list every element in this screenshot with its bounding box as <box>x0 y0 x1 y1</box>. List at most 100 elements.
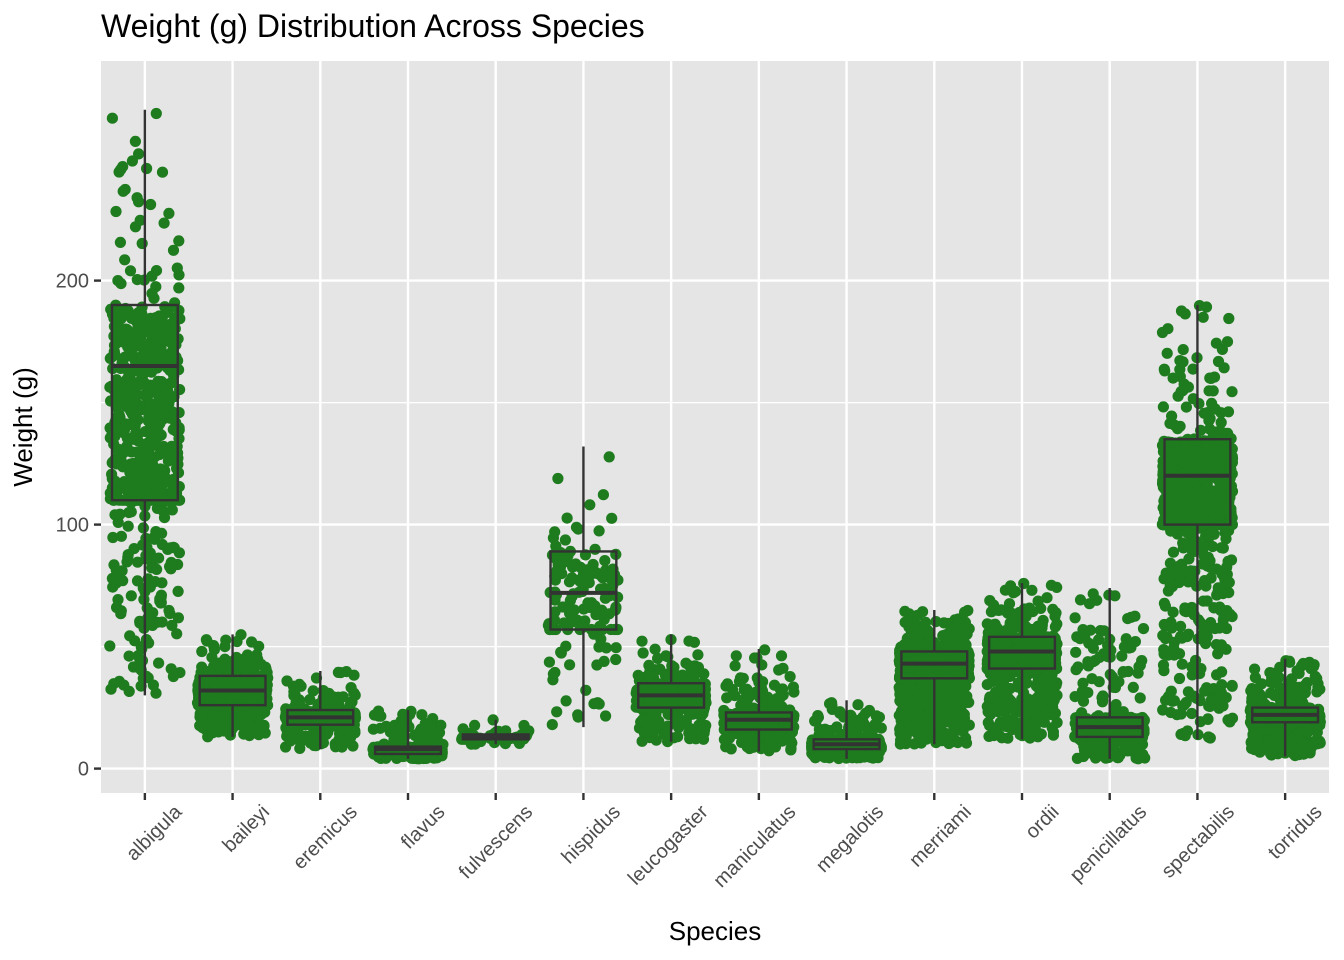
data-point <box>231 635 243 648</box>
data-point <box>196 661 208 673</box>
data-point <box>849 714 861 726</box>
data-point <box>692 649 704 661</box>
data-point <box>145 418 157 430</box>
data-point <box>129 135 141 147</box>
data-point <box>146 619 159 632</box>
data-point <box>156 489 168 502</box>
data-point <box>547 532 560 544</box>
chart-title: Weight (g) Distribution Across Species <box>101 8 645 44</box>
data-point <box>197 716 209 728</box>
data-point <box>560 640 572 652</box>
data-point <box>106 112 118 124</box>
data-point <box>551 706 563 718</box>
data-point <box>144 427 156 439</box>
data-point <box>718 733 731 746</box>
data-point <box>220 634 232 646</box>
data-point <box>236 655 248 667</box>
data-point <box>597 489 610 501</box>
data-point <box>163 207 175 219</box>
data-point <box>546 719 558 731</box>
data-point <box>721 678 734 690</box>
data-point <box>125 590 137 602</box>
data-point <box>787 681 800 693</box>
data-point <box>570 521 583 533</box>
data-point <box>137 582 149 594</box>
data-point <box>558 617 570 629</box>
data-point <box>598 655 610 668</box>
data-point <box>115 278 127 290</box>
data-point <box>137 350 149 362</box>
data-point <box>684 722 696 734</box>
data-point <box>580 684 592 696</box>
data-point <box>610 642 622 654</box>
data-point <box>588 698 600 710</box>
data-point <box>155 589 167 601</box>
data-point <box>145 437 157 449</box>
data-point <box>560 695 572 707</box>
data-point <box>165 556 177 569</box>
data-point <box>852 699 864 711</box>
data-point <box>155 352 167 364</box>
data-point <box>242 713 254 726</box>
data-point <box>610 653 622 666</box>
data-point <box>603 451 615 463</box>
data-point <box>642 727 654 739</box>
data-point <box>200 634 212 646</box>
data-point <box>599 555 611 567</box>
data-point <box>652 652 664 665</box>
data-point <box>156 527 168 540</box>
data-point <box>729 660 741 672</box>
data-point <box>593 525 605 537</box>
data-point <box>214 697 226 709</box>
data-point <box>744 689 756 701</box>
data-point <box>113 389 125 401</box>
data-point <box>135 332 147 344</box>
data-point <box>824 698 836 710</box>
data-point <box>388 734 400 746</box>
data-point <box>123 685 135 698</box>
data-point <box>552 472 564 485</box>
data-point <box>155 378 167 390</box>
data-point <box>587 558 599 571</box>
data-point <box>146 287 158 300</box>
data-point <box>145 198 157 211</box>
data-point <box>816 726 829 738</box>
data-point <box>157 505 170 517</box>
data-point <box>469 719 481 732</box>
data-point <box>144 610 156 622</box>
data-point <box>650 696 663 708</box>
data-point <box>721 692 733 704</box>
data-point <box>295 680 307 692</box>
data-point <box>128 463 140 475</box>
data-point <box>299 733 311 745</box>
data-point <box>125 497 137 509</box>
data-point <box>104 640 116 652</box>
data-point <box>147 679 159 691</box>
data-point <box>117 185 129 197</box>
data-point <box>139 366 152 378</box>
data-point <box>775 650 788 662</box>
data-point <box>759 644 771 656</box>
data-point <box>157 409 169 421</box>
data-point <box>416 709 428 721</box>
data-point <box>777 662 789 674</box>
data-point <box>115 530 127 542</box>
data-point <box>122 341 134 353</box>
data-point <box>124 265 137 277</box>
data-point <box>154 463 166 475</box>
data-point <box>903 621 915 633</box>
data-point <box>389 719 401 731</box>
data-point <box>332 666 344 679</box>
data-point <box>561 555 573 568</box>
data-point <box>167 670 179 683</box>
data-point <box>107 531 119 544</box>
data-point <box>150 107 162 120</box>
data-point <box>173 235 185 247</box>
data-point <box>136 451 148 463</box>
data-point <box>128 485 140 497</box>
data-point <box>174 313 186 325</box>
data-point <box>206 651 218 663</box>
data-point <box>215 658 227 670</box>
data-point <box>113 409 125 421</box>
